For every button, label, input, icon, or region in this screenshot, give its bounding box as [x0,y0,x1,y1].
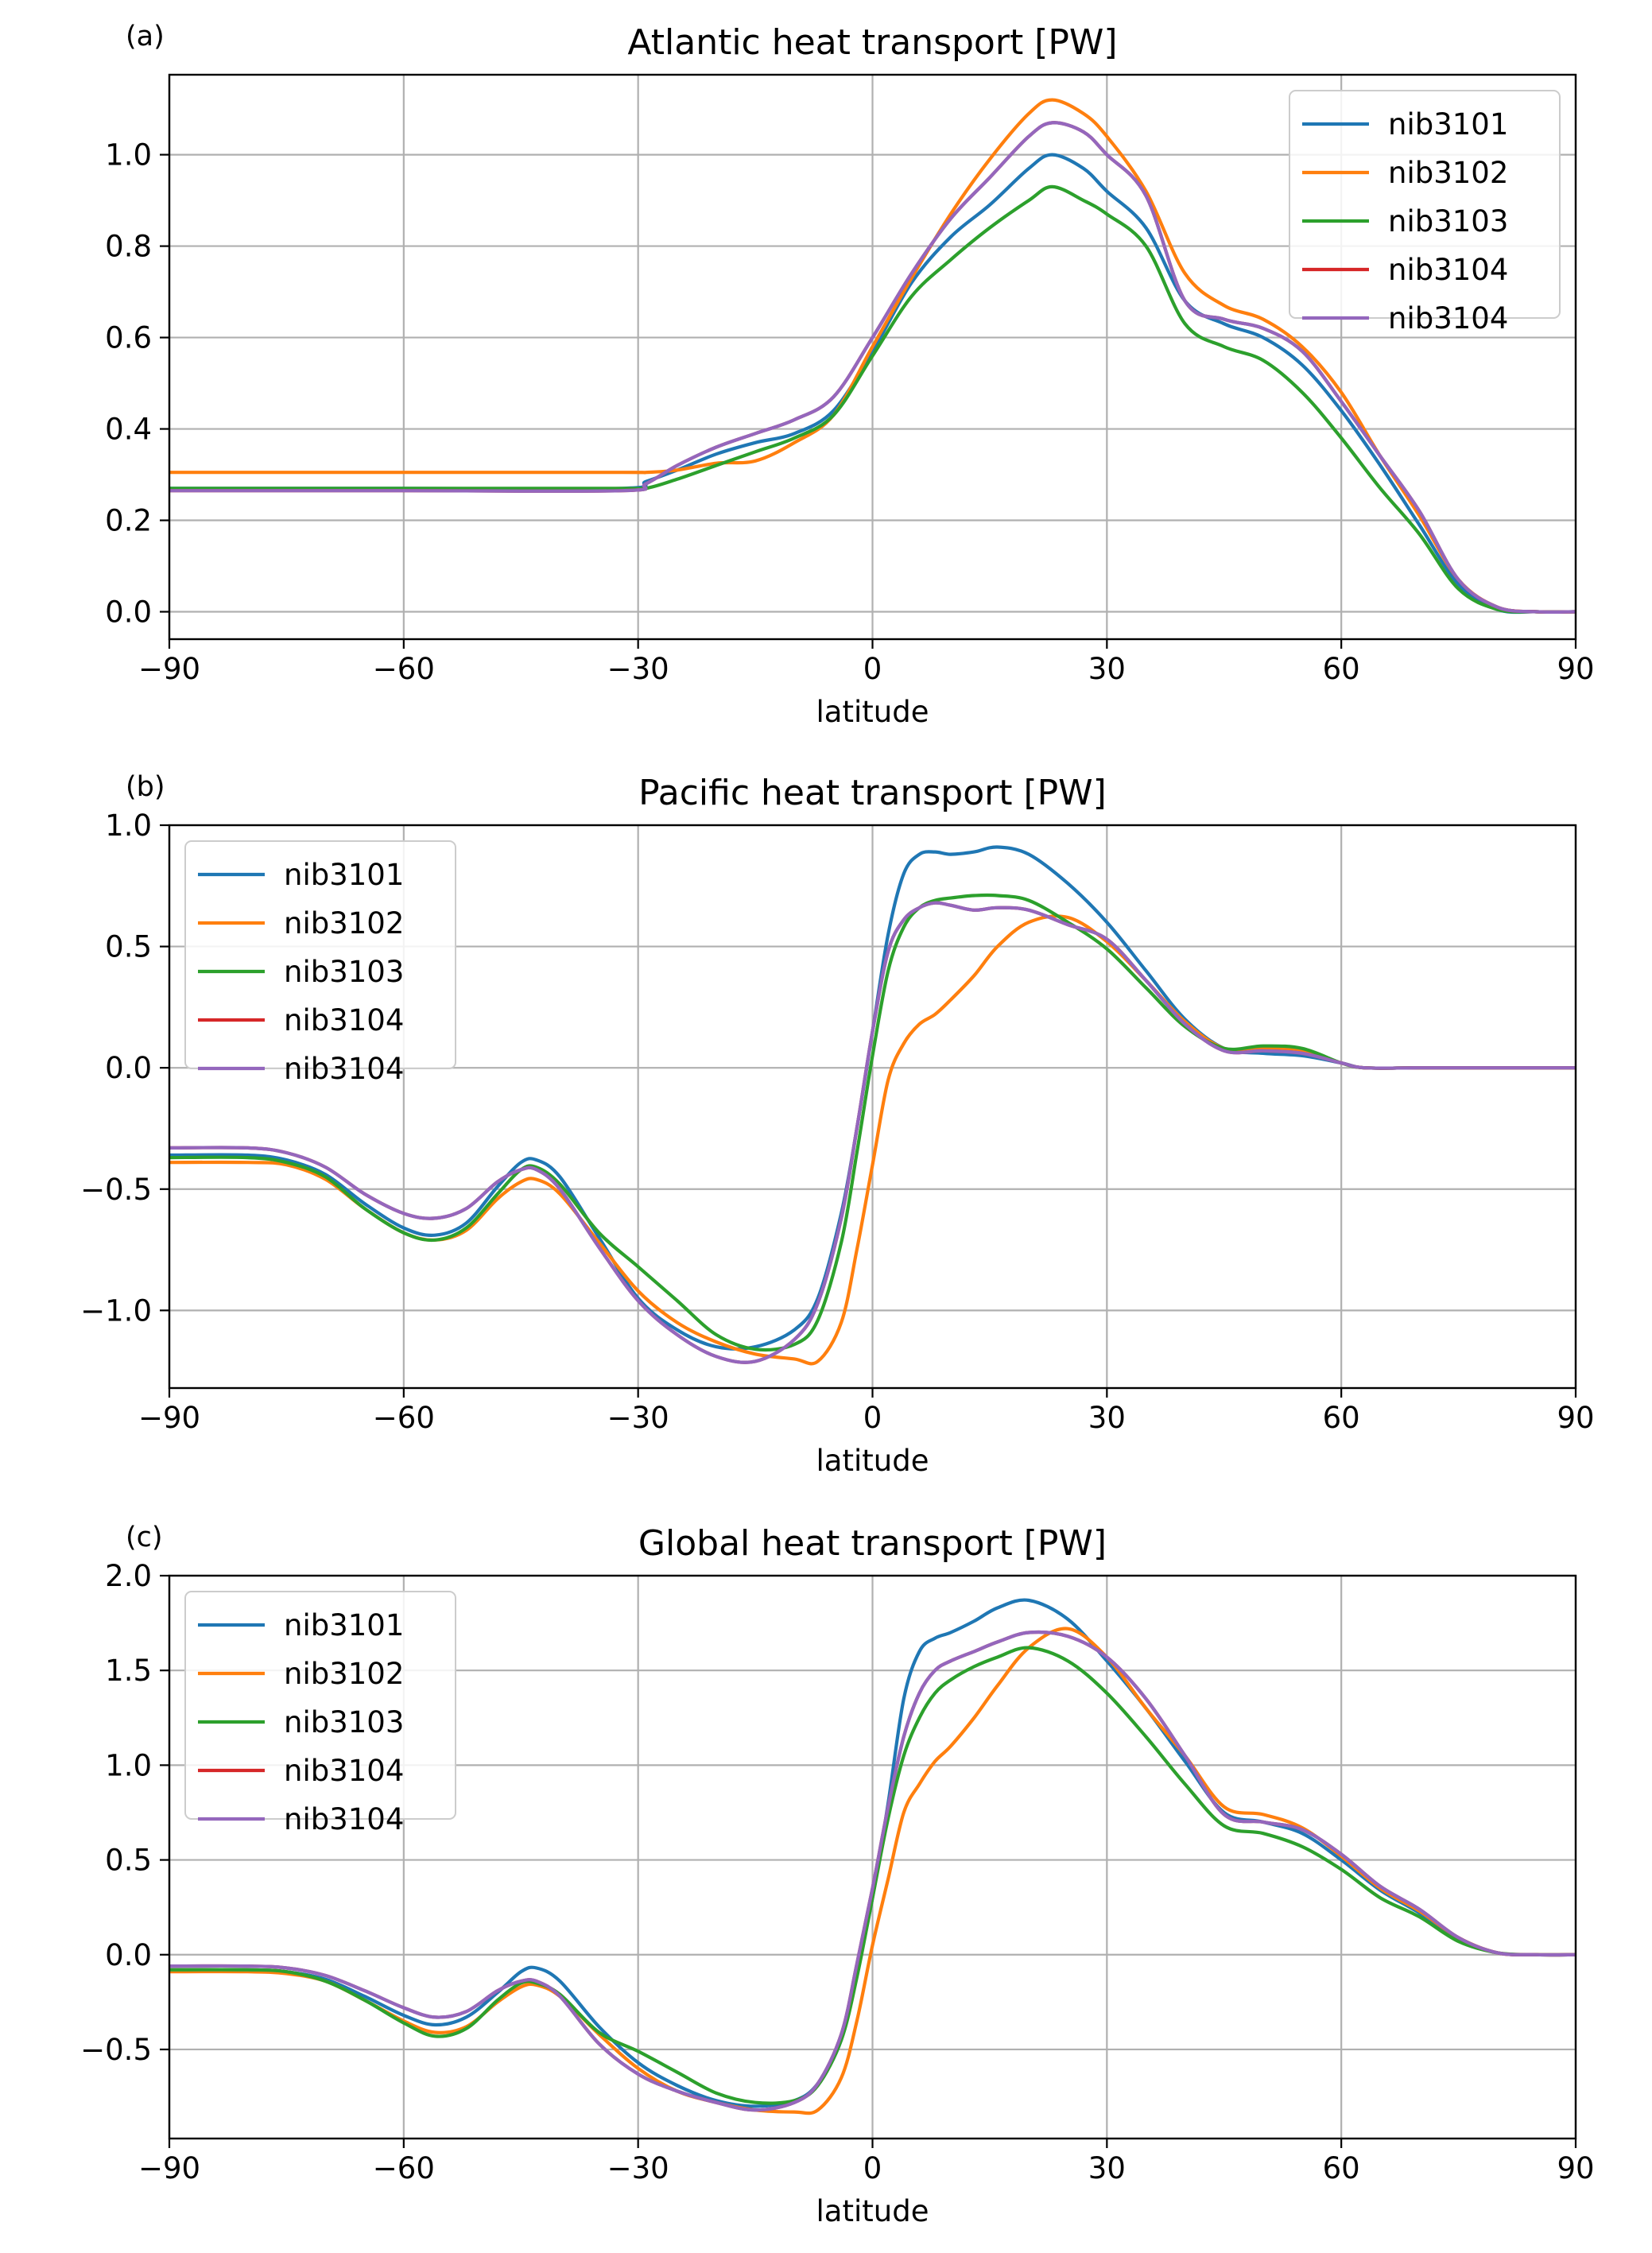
legend-label-3: nib3104 [284,1003,404,1037]
x-tick-label: −30 [607,652,669,686]
y-tick-label: 0.2 [105,504,152,538]
x-tick-label: 30 [1088,1401,1126,1435]
y-tick-label: 0.4 [105,413,152,447]
x-tick-label: 90 [1557,652,1594,686]
x-tick-label: −30 [607,2151,669,2185]
x-tick-label: 0 [863,2151,882,2185]
legend-label-1: nib3102 [284,1657,404,1691]
y-tick-label: 0.0 [105,595,152,630]
y-tick-label: −0.5 [80,2033,152,2067]
y-tick-label: 0.5 [105,930,152,964]
y-tick-label: 2.0 [105,1559,152,1593]
y-tick-label: 0.6 [105,321,152,355]
legend-label-3: nib3104 [1388,253,1508,287]
y-tick-label: 1.0 [105,1748,152,1782]
x-tick-label: −60 [373,652,435,686]
chart-panel-2: −90 −60 −30 0 30 60 90 −0.5 0.0 0.5 1.0 1.5 2.0 Globa… [80,1522,1594,2228]
series-lines [169,845,1576,1366]
legend: nib3101 nib3102 nib3103 nib3104 nib3104 [184,1591,456,1836]
series-line-nib3104-4 [169,901,1576,1364]
legend-label-0: nib3101 [284,1608,404,1642]
y-tick-label: −1.0 [80,1293,152,1328]
legend-label-2: nib3103 [1388,204,1508,238]
x-tick-label: 60 [1323,1401,1360,1435]
x-tick-label: 60 [1323,2151,1360,2185]
legend-label-4: nib3104 [284,1052,404,1086]
legend-label-1: nib3102 [284,906,404,940]
y-tick-label: 1.0 [105,809,152,843]
chart-title: Pacific heat transport [PW] [638,773,1107,813]
panel-label: (c) [126,1522,163,1553]
series-lines [169,1598,1576,2115]
chart-panel-0: −90 −60 −30 0 30 60 90 0.0 0.2 0.4 0.6 0.8 1.0 Atlant… [105,21,1594,729]
panel-label: (b) [126,771,165,803]
legend-label-3: nib3104 [284,1754,404,1788]
x-tick-label: −90 [138,1401,200,1435]
x-tick-label: 60 [1323,652,1360,686]
x-tick-label: −60 [373,2151,435,2185]
chart-title: Atlantic heat transport [PW] [627,22,1117,63]
series-lines [169,98,1576,615]
x-tick-label: 0 [863,652,882,686]
y-tick-label: 0.0 [105,1051,152,1085]
legend-box [184,1591,456,1820]
y-tick-label: 0.0 [105,1938,152,1972]
panel-label: (a) [126,21,165,52]
legend: nib3101 nib3102 nib3103 nib3104 nib3104 [1289,90,1561,335]
y-tick-label: 0.8 [105,230,152,264]
y-tick-label: 1.0 [105,138,152,173]
legend-label-4: nib3104 [284,1802,404,1836]
x-tick-label: 30 [1088,2151,1126,2185]
chart-title: Global heat transport [PW] [638,1523,1107,1564]
series-line-nib3104-4 [169,121,1576,615]
series-line-nib3104-4 [169,1630,1576,2112]
y-tick-label: −0.5 [80,1173,152,1207]
series-line-nib3103-2 [169,893,1576,1352]
legend-label-2: nib3103 [284,1705,404,1739]
x-axis-label: latitude [816,1444,929,1478]
legend-label-4: nib3104 [1388,301,1508,335]
x-tick-label: −90 [138,2151,200,2185]
x-axis-label: latitude [816,2194,929,2228]
legend-label-1: nib3102 [1388,156,1508,190]
series-line-nib3103-2 [169,184,1576,614]
legend: nib3101 nib3102 nib3103 nib3104 nib3104 [184,840,456,1086]
legend-label-0: nib3101 [1388,107,1508,142]
legend-box [184,840,456,1069]
x-tick-label: 90 [1557,2151,1594,2185]
x-tick-label: −30 [607,1401,669,1435]
x-tick-label: 0 [863,1401,882,1435]
x-tick-label: 90 [1557,1401,1594,1435]
x-tick-label: 30 [1088,652,1126,686]
x-tick-label: −60 [373,1401,435,1435]
legend-label-2: nib3103 [284,955,404,989]
series-line-nib3103-2 [169,1646,1576,2105]
chart-panel-1: −90 −60 −30 0 30 60 90 −1.0 −0.5 0.0 0.5 1.0 Pacific… [80,771,1594,1478]
x-tick-label: −90 [138,652,200,686]
x-axis-label: latitude [816,695,929,729]
legend-box [1289,90,1561,319]
legend-label-0: nib3101 [284,858,404,892]
y-tick-label: 0.5 [105,1844,152,1878]
y-tick-label: 1.5 [105,1654,152,1688]
